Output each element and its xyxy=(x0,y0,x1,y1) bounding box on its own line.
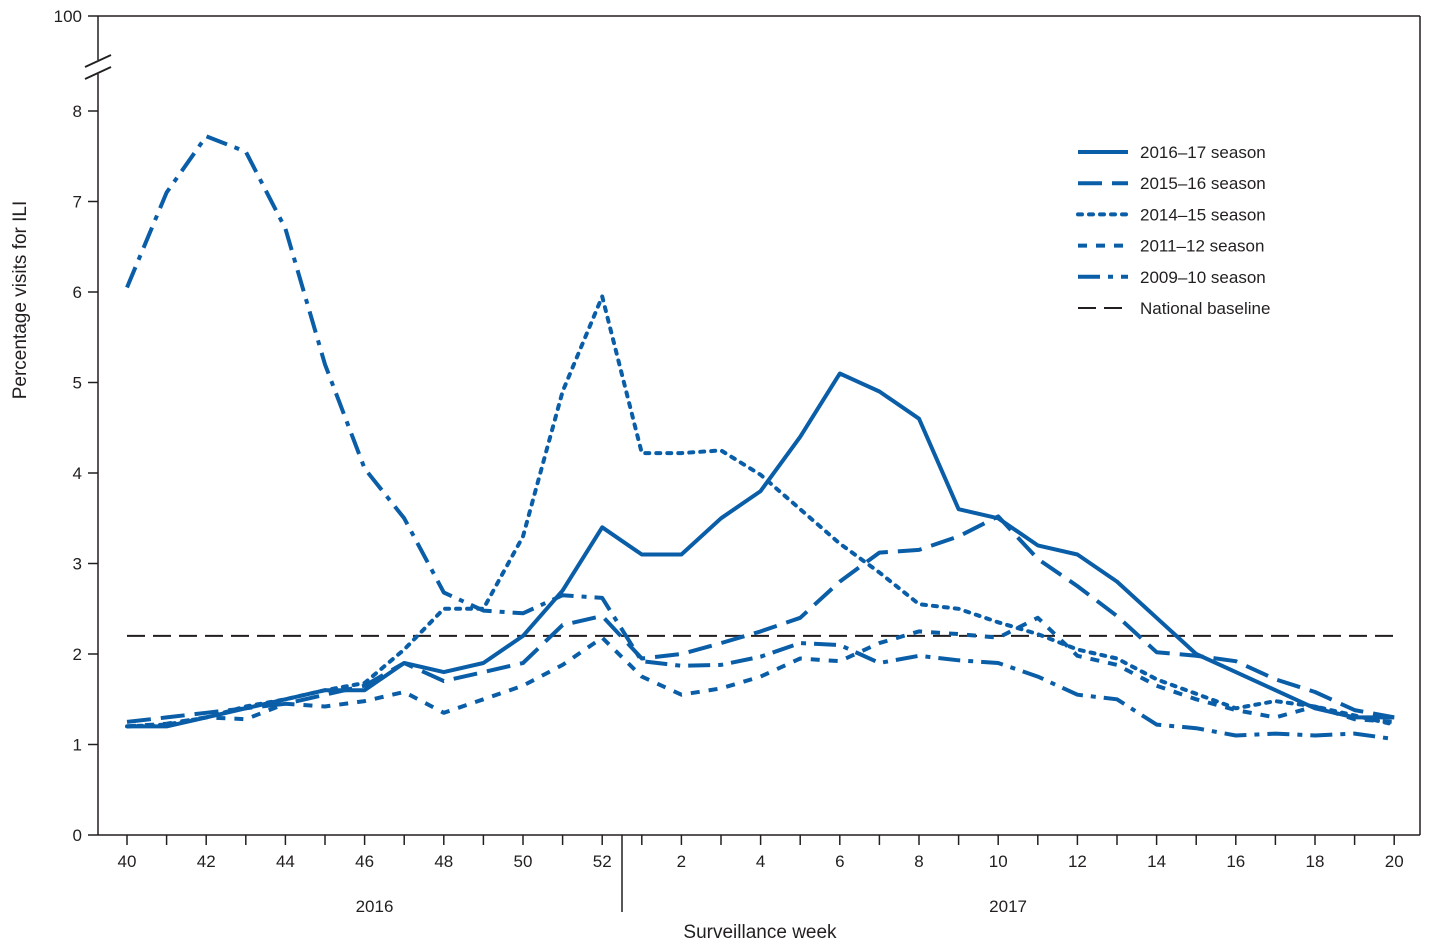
series-line-2011-12-season xyxy=(126,615,1395,729)
x-tick-label: 6 xyxy=(835,852,844,871)
y-axis-break-mark-upper xyxy=(84,54,112,68)
x-tick-label: 12 xyxy=(1068,852,1087,871)
x-tick-label: 44 xyxy=(276,852,295,871)
x-tick-label: 18 xyxy=(1306,852,1325,871)
series-line-2014-15-season xyxy=(125,294,1397,729)
x-axis-title: Surveillance week xyxy=(683,922,837,942)
y-tick-label: 7 xyxy=(73,193,82,212)
x-tick-label: 14 xyxy=(1147,852,1166,871)
x-tick-label: 40 xyxy=(118,852,137,871)
series-line-2016-17-season xyxy=(127,371,1395,729)
x-tick-label: 2 xyxy=(677,852,686,871)
x-tick-label: 52 xyxy=(593,852,612,871)
legend-label: 2015–16 season xyxy=(1140,174,1266,193)
x-tick-label: 48 xyxy=(434,852,453,871)
y-tick-label: 5 xyxy=(73,374,82,393)
year-label-2016: 2016 xyxy=(356,897,394,916)
y-axis: 0 1 2 3 4 5 6 7 8 100 xyxy=(54,7,112,845)
x-tick-label: 42 xyxy=(197,852,216,871)
legend-label: 2014–15 season xyxy=(1140,205,1266,224)
y-tick-label: 3 xyxy=(73,555,82,574)
y-tick-label: 1 xyxy=(73,736,82,755)
x-tick-label: 50 xyxy=(514,852,533,871)
x-tick-label: 8 xyxy=(914,852,923,871)
y-tick-label: 8 xyxy=(73,102,82,121)
y-tick-label: 2 xyxy=(73,645,82,664)
x-tick-label: 46 xyxy=(355,852,374,871)
y-axis-title: Percentage visits for ILI xyxy=(10,201,31,400)
y-tick-label: 4 xyxy=(73,464,82,483)
y-tick-label-top: 100 xyxy=(54,7,82,26)
legend: 2016–17 season 2015–16 season 2014–15 seas… xyxy=(1076,143,1270,318)
x-tick-label: 20 xyxy=(1385,852,1404,871)
y-tick-label: 6 xyxy=(73,283,82,302)
plot-frame xyxy=(98,15,1421,835)
series-line-2009-10-season xyxy=(125,134,1395,742)
series-layer xyxy=(125,134,1397,742)
x-tick-label: 16 xyxy=(1226,852,1245,871)
legend-label: 2016–17 season xyxy=(1140,143,1266,162)
year-label-2017: 2017 xyxy=(989,897,1027,916)
series-line-2015-16-season xyxy=(126,514,1395,724)
legend-label: National baseline xyxy=(1140,299,1270,318)
y-axis-break-mark-lower xyxy=(84,66,112,80)
legend-label: 2011–12 season xyxy=(1140,237,1264,256)
y-axis-break-gap xyxy=(86,60,110,74)
y-tick-label: 0 xyxy=(73,826,82,845)
x-tick-label: 10 xyxy=(989,852,1008,871)
legend-label: 2009–10 season xyxy=(1140,268,1266,287)
x-tick-label: 4 xyxy=(756,852,765,871)
